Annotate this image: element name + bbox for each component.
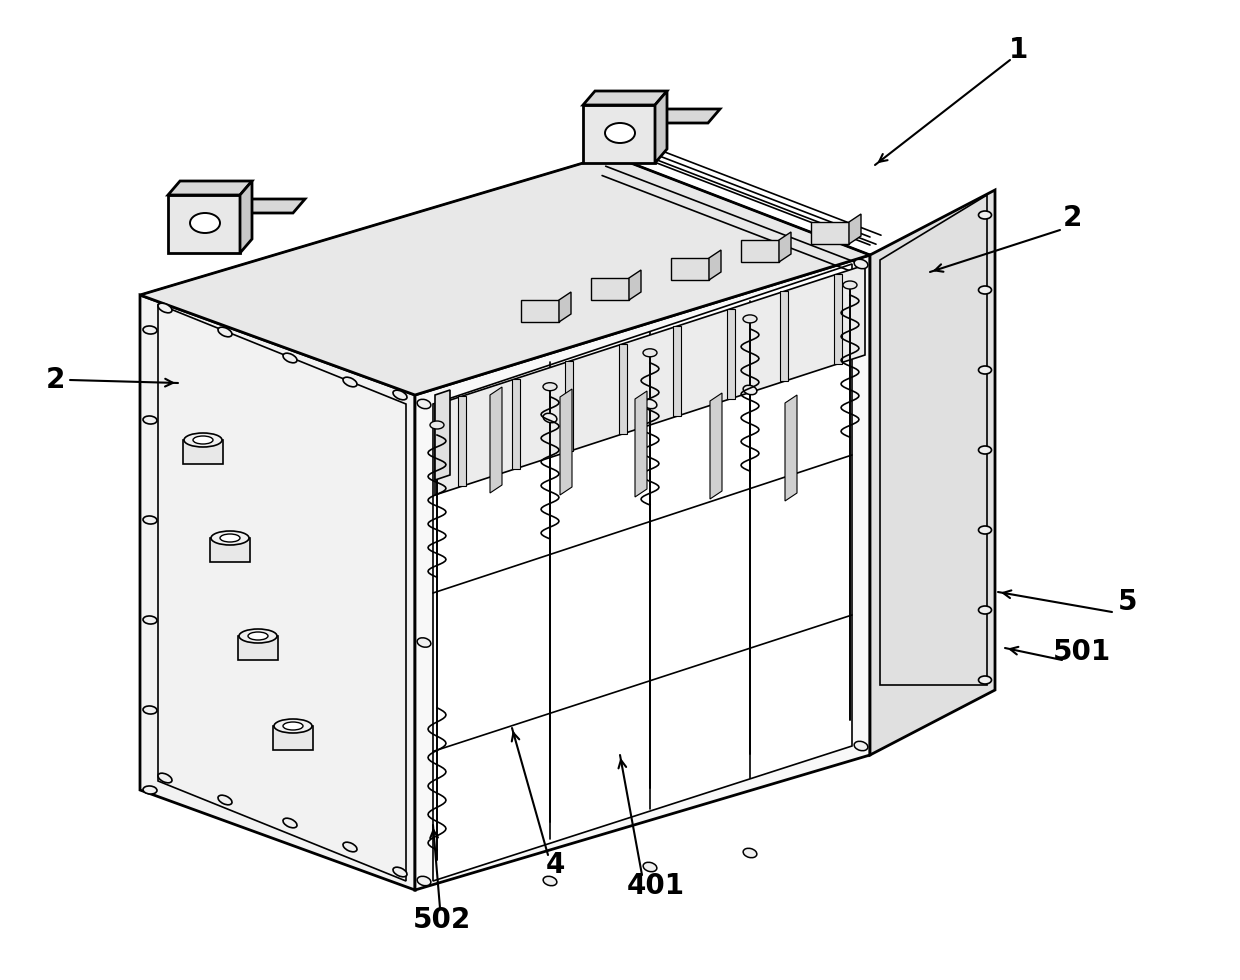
Ellipse shape [644,399,657,409]
Ellipse shape [644,862,657,871]
Ellipse shape [430,421,444,429]
Polygon shape [458,396,466,486]
Text: 5: 5 [1118,588,1138,616]
Ellipse shape [978,526,992,534]
Polygon shape [635,391,647,497]
Ellipse shape [343,842,357,852]
Ellipse shape [193,436,213,444]
Polygon shape [709,250,720,280]
Polygon shape [591,278,629,300]
Ellipse shape [605,123,635,143]
Ellipse shape [157,773,172,783]
Polygon shape [140,155,870,395]
Polygon shape [184,440,223,464]
Text: 2: 2 [1063,204,1081,232]
Polygon shape [779,232,791,262]
Ellipse shape [743,315,756,322]
Polygon shape [167,181,252,195]
Polygon shape [415,255,870,890]
Ellipse shape [143,786,157,794]
Polygon shape [811,222,849,244]
Ellipse shape [543,876,557,886]
Ellipse shape [274,719,312,733]
Ellipse shape [343,377,357,387]
Polygon shape [655,109,720,123]
Polygon shape [140,295,415,890]
Ellipse shape [143,616,157,624]
Ellipse shape [978,286,992,294]
Ellipse shape [190,213,219,233]
Ellipse shape [184,433,222,447]
Text: 4: 4 [546,851,564,879]
Polygon shape [785,395,797,501]
Text: 502: 502 [413,906,471,934]
Ellipse shape [248,632,268,640]
Ellipse shape [854,260,868,269]
Ellipse shape [854,741,868,751]
Ellipse shape [393,390,407,400]
Ellipse shape [417,638,430,647]
Ellipse shape [218,327,232,337]
Ellipse shape [843,281,857,289]
Ellipse shape [393,867,407,877]
Polygon shape [560,389,572,495]
Ellipse shape [283,353,298,363]
Ellipse shape [239,629,277,643]
Polygon shape [619,344,627,434]
Ellipse shape [644,349,657,357]
Ellipse shape [978,446,992,454]
Polygon shape [742,240,779,262]
Polygon shape [490,387,502,493]
Ellipse shape [283,818,298,828]
Polygon shape [435,390,450,480]
Polygon shape [849,214,861,244]
Ellipse shape [218,795,232,805]
Ellipse shape [417,399,430,409]
Polygon shape [241,181,252,253]
Ellipse shape [978,606,992,614]
Ellipse shape [157,303,172,313]
Polygon shape [512,378,520,468]
Polygon shape [711,393,722,499]
Polygon shape [521,300,559,322]
Ellipse shape [743,385,756,395]
Polygon shape [241,199,305,213]
Ellipse shape [143,326,157,334]
Text: 501: 501 [1053,638,1111,666]
Ellipse shape [417,876,430,886]
Polygon shape [629,270,641,300]
Ellipse shape [978,676,992,684]
Polygon shape [583,105,655,163]
Polygon shape [780,291,789,381]
Polygon shape [559,292,570,322]
Ellipse shape [211,531,249,545]
Polygon shape [835,273,842,364]
Text: 401: 401 [627,872,684,900]
Polygon shape [870,190,994,755]
Text: 2: 2 [46,366,64,394]
Polygon shape [671,258,709,280]
Polygon shape [433,264,852,881]
Ellipse shape [978,366,992,374]
Ellipse shape [743,849,756,858]
Ellipse shape [219,534,241,542]
Polygon shape [727,309,734,399]
Polygon shape [655,91,667,163]
Polygon shape [238,636,278,660]
Ellipse shape [143,515,157,524]
Ellipse shape [543,383,557,391]
Polygon shape [435,265,866,495]
Polygon shape [565,362,573,451]
Ellipse shape [543,414,557,422]
Ellipse shape [143,706,157,714]
Text: 1: 1 [1008,36,1028,64]
Polygon shape [583,91,667,105]
Polygon shape [273,726,312,750]
Ellipse shape [283,722,303,730]
Ellipse shape [143,416,157,424]
Polygon shape [673,326,681,416]
Polygon shape [210,538,250,562]
Polygon shape [167,195,241,253]
Ellipse shape [978,211,992,219]
